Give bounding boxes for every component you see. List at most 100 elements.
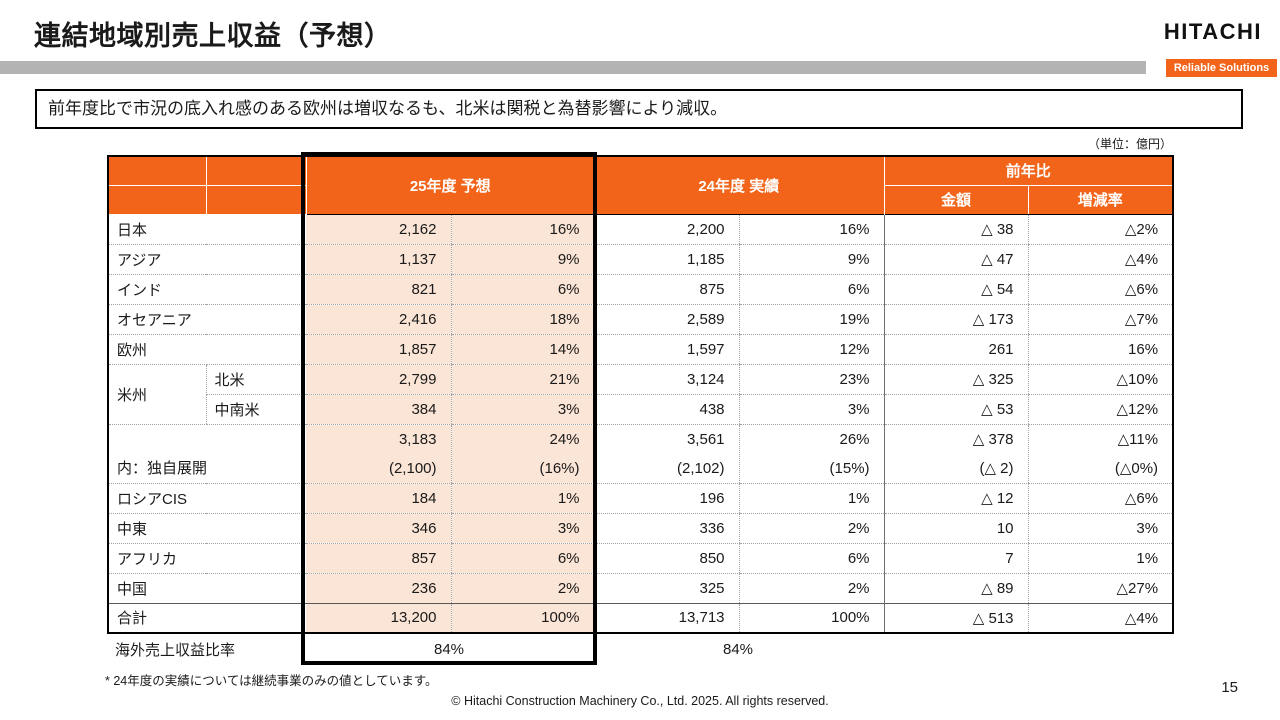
- cell-yoy-amount: △ 47: [883, 244, 1029, 275]
- hitachi-logo: HITACHI: [1163, 19, 1262, 44]
- col-header-fy24: 24年度 実績: [594, 155, 885, 214]
- cell-fy25-pct: 24% (16%): [450, 424, 595, 484]
- row-label: 内：独自展開: [108, 424, 306, 484]
- cell-fy25: 2,416: [306, 304, 451, 335]
- table-row-americas-total: 内：独自展開 3,183 (2,100) 24% (16%) 3,561 (2,…: [108, 424, 1174, 484]
- cell-fy24-pct: 3%: [738, 394, 885, 425]
- cell-yoy-amount: 261: [883, 334, 1029, 365]
- cell-fy25: 1,137: [306, 244, 451, 275]
- cell-fy24-pct: 23%: [738, 364, 885, 395]
- table-row-japan: 日本 2,162 16% 2,200 16% △ 38 △2%: [108, 213, 1174, 245]
- cell-fy24: 1,185: [593, 244, 740, 275]
- row-label: 合計: [108, 602, 306, 633]
- row-label: アフリカ: [108, 543, 306, 574]
- cell-yoy-rate: △12%: [1027, 394, 1174, 425]
- table-row-total: 合計 13,200 100% 13,713 100% △ 513 △4%: [108, 602, 1174, 633]
- cell-line-1: 3,183: [398, 430, 437, 448]
- cell-yoy-rate: △10%: [1027, 364, 1174, 395]
- cell-yoy-rate: △2%: [1027, 213, 1174, 245]
- cell-fy25: 2,799: [306, 364, 451, 395]
- table-row-india: インド 821 6% 875 6% △ 54 △6%: [108, 274, 1174, 305]
- cell-fy24-pct: 6%: [738, 543, 885, 574]
- table-row-africa: アフリカ 857 6% 850 6% 7 1%: [108, 543, 1174, 574]
- cell-fy25: 346: [306, 513, 451, 544]
- cell-yoy-rate: △27%: [1027, 573, 1174, 604]
- divider-bar: [0, 61, 1146, 74]
- cell-yoy-amount: △ 325: [883, 364, 1029, 395]
- cell-yoy-amount: △ 513: [883, 602, 1029, 633]
- cell-fy24-pct: 6%: [738, 274, 885, 305]
- cell-fy25-pct: 2%: [450, 573, 595, 604]
- row-label-text: 内：独自展開: [117, 459, 208, 477]
- cell-yoy-amount: △ 12: [883, 483, 1029, 514]
- header-spacer: [108, 155, 207, 186]
- row-label: ロシアCIS: [108, 483, 306, 514]
- header-row-1: 25年度 予想 24年度 実績 前年比: [108, 155, 1174, 214]
- unit-label: （単位：億円）: [1087, 137, 1172, 151]
- revenue-table-area: 25年度 予想 24年度 実績 前年比 金額 増減率 日本 2,162 16% …: [107, 152, 1175, 665]
- cell-line-1: 3,561: [686, 430, 725, 448]
- cell-yoy-rate: △7%: [1027, 304, 1174, 335]
- cell-line-2: (2,102): [676, 459, 725, 477]
- cell-fy24-pct: 1%: [738, 483, 885, 514]
- cell-fy24: 2,589: [593, 304, 740, 335]
- cell-fy25-pct: 21%: [450, 364, 595, 395]
- page-number: 15: [1221, 679, 1238, 696]
- header-spacer: [206, 155, 307, 186]
- header-spacer: [108, 185, 207, 215]
- row-label: オセアニア: [108, 304, 306, 335]
- row-label: 欧州: [108, 334, 306, 365]
- table-row-asia: アジア 1,137 9% 1,185 9% △ 47 △4%: [108, 244, 1174, 275]
- row-label: アジア: [108, 244, 306, 275]
- cell-yoy-amount: △ 53: [883, 394, 1029, 425]
- cell-fy24-pct: 26% (15%): [738, 424, 885, 484]
- cell-fy25: 13,200: [306, 602, 451, 633]
- col-header-fy25: 25年度 予想: [306, 155, 595, 214]
- cell-fy25: 184: [306, 483, 451, 514]
- table-row-china: 中国 236 2% 325 2% △ 89 △27%: [108, 573, 1174, 604]
- row-label: インド: [108, 274, 306, 305]
- cell-yoy-rate: 1%: [1027, 543, 1174, 574]
- cell-fy25-pct: 6%: [450, 543, 595, 574]
- cell-line-1: △11%: [1117, 430, 1159, 448]
- cell-line-2: (△0%): [1114, 459, 1159, 477]
- cell-fy25-pct: 9%: [450, 244, 595, 275]
- table-row-middle-east: 中東 346 3% 336 2% 10 3%: [108, 513, 1174, 544]
- cell-fy25: 3,183 (2,100): [306, 424, 451, 484]
- cell-yoy-amount: △ 89: [883, 573, 1029, 604]
- cell-yoy-amount: 7: [883, 543, 1029, 574]
- cell-fy24: 196: [593, 483, 740, 514]
- revenue-table: 25年度 予想 24年度 実績 前年比 金額 増減率 日本 2,162 16% …: [107, 155, 1175, 634]
- cell-fy24-pct: 9%: [738, 244, 885, 275]
- header-row-2: 金額 増減率: [108, 185, 1174, 215]
- row-label: 中東: [108, 513, 306, 544]
- cell-line-1: △ 378: [972, 430, 1014, 448]
- table-row-latin-america: 中南米 384 3% 438 3% △ 53 △12%: [108, 394, 1174, 425]
- cell-fy25-pct: 16%: [450, 213, 595, 245]
- cell-yoy-amount: △ 173: [883, 304, 1029, 335]
- overseas-ratio-row: 海外売上収益比率 84% 84%: [107, 634, 1172, 665]
- cell-fy25: 857: [306, 543, 451, 574]
- cell-yoy-amount: △ 378 (△ 2): [883, 424, 1029, 484]
- cell-yoy-rate: △11% (△0%): [1027, 424, 1174, 484]
- cell-fy24: 325: [593, 573, 740, 604]
- overseas-ratio-label: 海外売上収益比率: [115, 642, 236, 659]
- cell-fy25: 821: [306, 274, 451, 305]
- cell-fy25-pct: 3%: [450, 394, 595, 425]
- cell-yoy-amount: 10: [883, 513, 1029, 544]
- cell-yoy-rate: 3%: [1027, 513, 1174, 544]
- tagline-badge: Reliable Solutions: [1166, 59, 1277, 77]
- cell-line-1: 24%: [549, 430, 580, 448]
- cell-fy25-pct: 14%: [450, 334, 595, 365]
- col-header-yoy-amount: 金額: [883, 185, 1029, 214]
- cell-line-2: (16%): [539, 459, 580, 477]
- row-label: 中国: [108, 573, 306, 604]
- cell-fy24-pct: 12%: [738, 334, 885, 365]
- cell-fy24: 850: [593, 543, 740, 574]
- cell-fy24-pct: 2%: [738, 513, 885, 544]
- cell-fy24: 3,561 (2,102): [593, 424, 740, 484]
- cell-yoy-rate: △6%: [1027, 274, 1174, 305]
- cell-yoy-rate: △6%: [1027, 483, 1174, 514]
- cell-fy25-pct: 1%: [450, 483, 595, 514]
